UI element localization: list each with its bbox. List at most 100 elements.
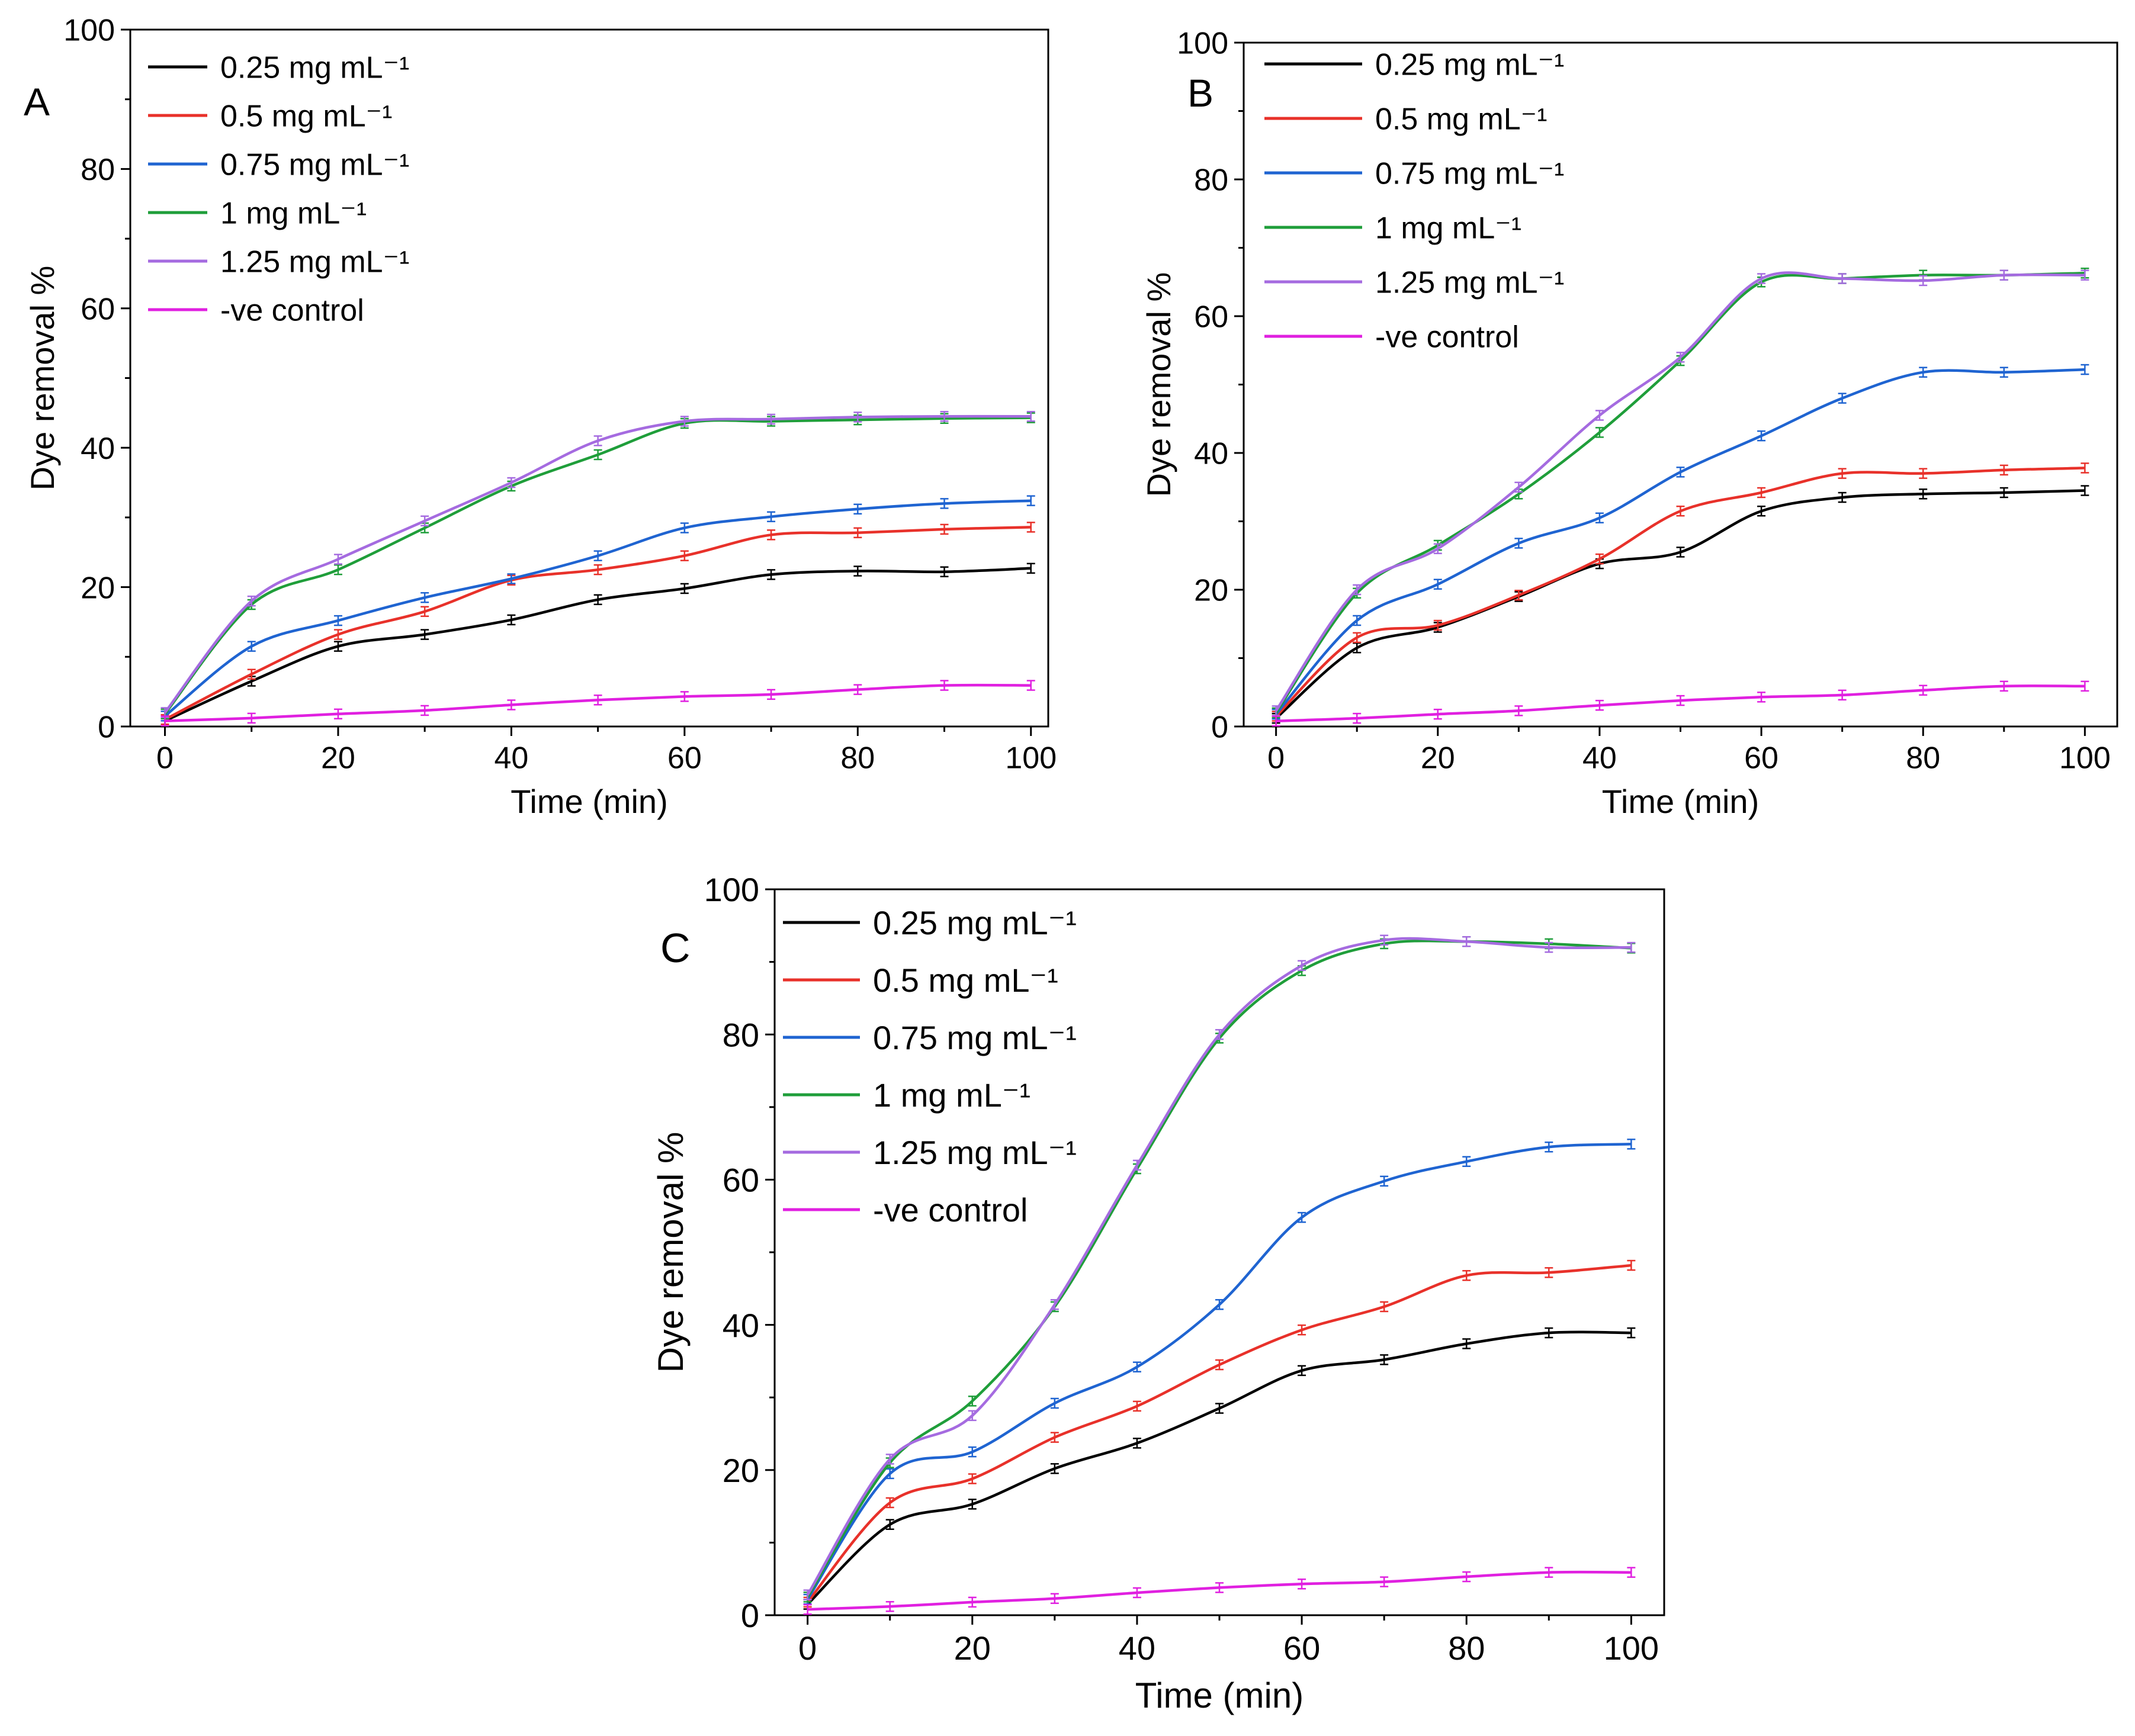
y-tick-label: 0 (98, 711, 115, 745)
data-point (1545, 941, 1553, 953)
series-5 (803, 934, 1636, 1600)
data-point (885, 1601, 894, 1612)
data-point (968, 1396, 977, 1407)
data-point (1215, 1028, 1224, 1040)
data-point (1545, 1267, 1553, 1278)
data-point (1433, 543, 1442, 554)
data-point (885, 1454, 894, 1465)
y-tick-label: 40 (723, 1307, 759, 1344)
legend-label: -ve control (873, 1191, 1028, 1229)
x-tick-label: 20 (1421, 741, 1455, 776)
y-tick-label: 80 (1194, 163, 1228, 198)
legend-label: 0.25 mg mL⁻¹ (220, 51, 409, 85)
x-tick-label: 80 (1906, 741, 1940, 776)
legend-entry: 1.25 mg mL⁻¹ (783, 1134, 1077, 1171)
legend-label: -ve control (220, 294, 364, 328)
data-point (1298, 1579, 1306, 1590)
data-point (1595, 699, 1604, 711)
panel-label: A (24, 80, 50, 124)
series-line (807, 1330, 1632, 1606)
data-point (333, 629, 342, 640)
legend-label: 1 mg mL⁻¹ (873, 1076, 1030, 1114)
data-point (1462, 1338, 1471, 1349)
data-point (680, 416, 689, 427)
data-point (767, 529, 776, 541)
data-point (1595, 553, 1604, 565)
chart-panel-b: 0 20 40 60 80 100 0 20 40 60 80 100 Time (min) Dye re… (1140, 27, 2118, 820)
x-tick-label: 40 (1582, 741, 1617, 776)
data-point (1298, 1211, 1306, 1223)
y-tick-label: 40 (81, 432, 115, 466)
series-5 (160, 410, 1035, 718)
data-point (1380, 1301, 1389, 1313)
data-point (1272, 705, 1280, 716)
y-tick-label: 20 (81, 571, 115, 605)
y-tick-label: 0 (741, 1597, 759, 1634)
data-point (1838, 273, 1847, 284)
series-6 (803, 1567, 1636, 1615)
data-point (1026, 410, 1035, 422)
data-point (853, 412, 862, 423)
series-line (163, 414, 1031, 713)
data-point (593, 594, 602, 606)
x-tick-label: 0 (1267, 741, 1285, 776)
y-tick-label: 60 (81, 292, 115, 327)
x-tick-label: 20 (321, 741, 355, 776)
data-point (680, 583, 689, 594)
data-point (1514, 481, 1523, 493)
data-point (1676, 505, 1685, 517)
chart-panel-a: 0 20 40 60 80 100 0 20 40 60 80 100 Time (min) Dye re… (24, 14, 1057, 820)
legend-entry: 1 mg mL⁻¹ (148, 197, 367, 231)
data-point (968, 1473, 977, 1484)
data-point (333, 615, 342, 626)
data-point (1433, 578, 1442, 590)
legend-entry: 0.75 mg mL⁻¹ (148, 148, 409, 182)
y-tick-label: 60 (1194, 300, 1228, 335)
x-tick-label: 100 (2059, 741, 2111, 776)
data-point (803, 1603, 812, 1615)
x-axis-label: Time (min) (1135, 1676, 1304, 1715)
data-point (1132, 1400, 1141, 1412)
data-point (1838, 689, 1847, 701)
x-tick-label: 100 (1005, 741, 1057, 776)
data-point (1353, 584, 1362, 596)
data-point (1757, 505, 1766, 517)
data-point (1838, 393, 1847, 404)
data-point (853, 565, 862, 577)
data-point (940, 680, 949, 691)
data-point (1838, 468, 1847, 479)
data-point (420, 606, 429, 618)
series-1 (1272, 485, 2089, 724)
data-point (1676, 546, 1685, 558)
data-point (1353, 632, 1362, 644)
x-tick-label: 20 (954, 1629, 991, 1667)
data-point (1380, 1354, 1389, 1365)
data-point (940, 410, 949, 422)
legend-label: 0.5 mg mL⁻¹ (220, 99, 392, 134)
data-point (1353, 712, 1362, 724)
data-point (1999, 367, 2008, 378)
plot-frame (129, 28, 1049, 728)
series-line (1274, 271, 2085, 712)
legend-label: 0.25 mg mL⁻¹ (1375, 48, 1564, 82)
y-tick-label: 20 (1194, 574, 1228, 608)
legend-entry: 1.25 mg mL⁻¹ (148, 245, 409, 279)
legend-label: 1.25 mg mL⁻¹ (1375, 266, 1564, 300)
data-point (1215, 1403, 1224, 1414)
data-point (968, 1596, 977, 1608)
data-point (1627, 1139, 1636, 1150)
legend-entry: 1.25 mg mL⁻¹ (1264, 266, 1564, 300)
series-line (163, 416, 1031, 715)
data-point (1298, 960, 1306, 971)
x-tick-label: 40 (1119, 1629, 1155, 1667)
series-6 (160, 680, 1035, 726)
data-point (1757, 273, 1766, 284)
data-point (767, 569, 776, 580)
data-point (767, 413, 776, 425)
data-point (1999, 269, 2008, 281)
series-2 (803, 1259, 1636, 1608)
series-3 (1272, 364, 2089, 720)
series-3 (803, 1139, 1636, 1605)
x-tick-label: 100 (1604, 1629, 1659, 1667)
panel-label: B (1187, 71, 1213, 115)
